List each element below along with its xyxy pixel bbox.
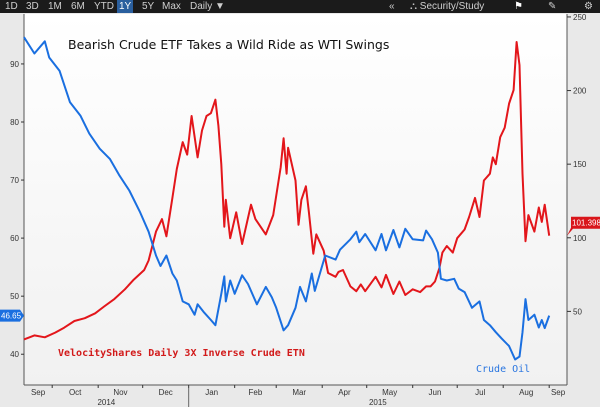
x-tick-label: Aug: [519, 388, 533, 397]
last-value-tag-shape-crude-oil: [0, 309, 24, 322]
range-max-button[interactable]: Max: [162, 1, 181, 12]
frequency-dropdown[interactable]: Daily ▼: [188, 0, 227, 13]
x-tick-label: May: [382, 388, 397, 397]
chart-title: Bearish Crude ETF Takes a Wild Ride as W…: [68, 37, 389, 52]
x-tick-label: Nov: [113, 388, 127, 397]
left-tick-label: 50: [10, 292, 19, 301]
flag-icon[interactable]: ⚑: [514, 1, 523, 12]
range-1d-button[interactable]: 1D: [5, 1, 18, 12]
left-tick-label: 70: [10, 176, 19, 185]
x-year-label: 2014: [97, 398, 115, 407]
range-ytd-button[interactable]: YTD: [94, 1, 114, 12]
range-6m-button[interactable]: 6M: [71, 1, 85, 12]
edit-icon[interactable]: ✎: [548, 1, 557, 12]
last-value-crude-oil: 46.65: [1, 312, 22, 321]
range-1y-button[interactable]: 1Y: [117, 0, 134, 13]
right-tick-label: 100: [573, 234, 587, 243]
security-study-button[interactable]: ⛬ Security/Study: [408, 0, 486, 13]
x-tick-label: Jan: [205, 388, 218, 397]
right-tick-label: 250: [573, 13, 587, 22]
chart-toolbar: 1D 3D 1M 6M YTD 1Y 5Y Max Daily ▼ « ⛬ Se…: [0, 0, 600, 13]
series-line-crude-oil: [23, 36, 551, 361]
series-line-velocityshares: [23, 41, 551, 341]
range-5y-button[interactable]: 5Y: [142, 1, 155, 12]
x-tick-label: Oct: [69, 388, 82, 397]
legend-label-velocityshares: VelocityShares Daily 3X Inverse Crude ET…: [58, 347, 305, 359]
last-value-tag-crude-oil: 46.65: [0, 309, 24, 322]
plot-area: [24, 14, 567, 385]
chevron-down-icon: ▼: [215, 1, 225, 12]
range-1m-button[interactable]: 1M: [48, 1, 62, 12]
x-tick-label: Apr: [338, 388, 351, 397]
right-tick-label: 150: [573, 160, 587, 169]
x-tick-label: Dec: [159, 388, 173, 397]
left-tick-label: 40: [10, 350, 19, 359]
gear-icon[interactable]: ⚙: [584, 1, 593, 12]
collapse-button[interactable]: «: [389, 1, 395, 12]
x-tick-label: Feb: [249, 388, 263, 397]
left-tick-label: 80: [10, 118, 19, 127]
x-tick-label: Sep: [31, 388, 46, 397]
x-year-label: 2015: [369, 398, 387, 407]
chart-study-icon: ⛬: [410, 1, 417, 12]
security-study-label: Security/Study: [419, 1, 485, 12]
x-tick-label: Jul: [475, 388, 485, 397]
x-tick-label: Sep: [551, 388, 566, 397]
last-value-velocityshares: 101.398: [572, 219, 600, 228]
right-tick-label: 50: [573, 307, 582, 316]
range-3d-button[interactable]: 3D: [26, 1, 39, 12]
left-tick-label: 60: [10, 234, 19, 243]
last-value-tag-shape-velocityshares: [567, 216, 600, 236]
x-tick-label: Mar: [292, 388, 306, 397]
frequency-label: Daily: [190, 1, 213, 12]
right-tick-label: 200: [573, 87, 587, 96]
legend-label-crude-oil: Crude Oil: [476, 364, 530, 375]
left-tick-label: 90: [10, 60, 19, 69]
last-value-tag-velocityshares: 101.398: [567, 216, 600, 236]
x-tick-label: Jun: [429, 388, 442, 397]
